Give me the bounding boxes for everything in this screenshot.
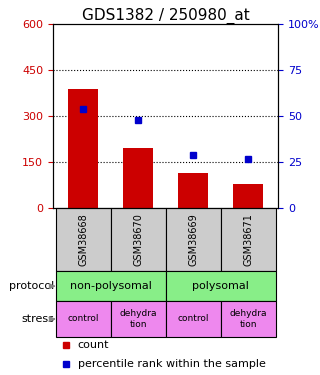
Bar xyxy=(111,208,166,272)
Bar xyxy=(111,301,166,337)
Bar xyxy=(68,89,98,208)
Text: percentile rank within the sample: percentile rank within the sample xyxy=(78,359,266,369)
Bar xyxy=(220,208,276,272)
Text: polysomal: polysomal xyxy=(192,281,249,291)
Text: protocol: protocol xyxy=(9,281,54,291)
Title: GDS1382 / 250980_at: GDS1382 / 250980_at xyxy=(82,8,250,24)
Text: GSM38668: GSM38668 xyxy=(78,213,88,266)
Bar xyxy=(220,301,276,337)
Text: GSM38670: GSM38670 xyxy=(133,213,143,266)
Text: dehydra
tion: dehydra tion xyxy=(229,309,267,329)
Text: non-polysomal: non-polysomal xyxy=(70,281,151,291)
Text: GSM38671: GSM38671 xyxy=(243,213,253,266)
Text: GSM38669: GSM38669 xyxy=(188,213,198,266)
Text: stress: stress xyxy=(21,314,54,324)
Text: count: count xyxy=(78,340,109,350)
Bar xyxy=(166,208,220,272)
Bar xyxy=(233,184,263,208)
Text: control: control xyxy=(67,315,99,324)
Bar xyxy=(166,272,276,301)
Bar xyxy=(166,301,220,337)
Bar xyxy=(123,148,153,208)
Bar xyxy=(56,208,111,272)
Bar xyxy=(56,272,166,301)
Text: control: control xyxy=(177,315,209,324)
Bar xyxy=(56,301,111,337)
Text: dehydra
tion: dehydra tion xyxy=(119,309,157,329)
Bar xyxy=(178,173,208,208)
